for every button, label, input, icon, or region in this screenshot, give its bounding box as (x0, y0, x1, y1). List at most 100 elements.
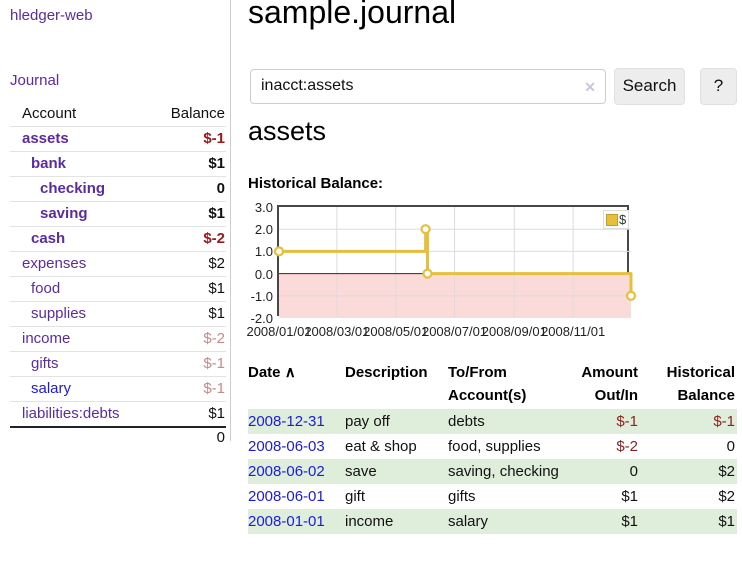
account-balance: $1 (153, 301, 226, 327)
sidebar-account-link[interactable]: income (22, 330, 71, 347)
transaction-balance: $2 (718, 463, 735, 480)
account-row: assets $-1 (10, 126, 226, 152)
account-balance: $-1 (153, 126, 226, 152)
transaction-date-link[interactable]: 2008-12-31 (248, 413, 325, 430)
app-title-link[interactable]: hledger-web (10, 7, 93, 24)
sidebar-account-link[interactable]: bank (31, 155, 67, 172)
sidebar-account-link[interactable]: saving (40, 205, 88, 222)
sidebar-account-link[interactable]: food (31, 280, 61, 297)
sidebar-total-balance: 0 (153, 426, 226, 447)
y-axis-tick-label: 3.0 (254, 200, 273, 215)
journal-nav-link[interactable]: Journal (10, 72, 60, 89)
account-balance: $-1 (153, 351, 226, 377)
account-row: gifts $-1 (10, 351, 226, 377)
transaction-amount: $-2 (616, 438, 638, 455)
account-column-header: Account (22, 105, 77, 122)
data-point-marker (420, 224, 431, 235)
x-axis-tick-label: 2008/09/01 (481, 324, 547, 339)
account-row: supplies $1 (10, 301, 226, 327)
main-content: sample.journal ✕ Search ? assets Histori… (246, 0, 742, 582)
x-axis-tick-label: 2008/11/01 (541, 324, 606, 339)
historical-balance-chart: 3.0 2.0 1.0 0.0 -1.0 -2.0 $ 2008/01/01 2008/03… (246, 201, 640, 340)
transaction-row: 2008-12-31 pay off debts $-1 $-1 (248, 409, 737, 434)
account-row: cash $-2 (10, 226, 226, 252)
sidebar-account-link[interactable]: salary (31, 380, 72, 397)
x-axis-tick-label: 2008/03/01 (304, 324, 370, 339)
sidebar-account-link[interactable]: checking (40, 180, 106, 197)
account-balance: 0 (153, 176, 226, 202)
transaction-row: 2008-06-02 save saving, checking 0 $2 (248, 459, 737, 484)
data-point-marker (273, 246, 285, 257)
transaction-description: gift (345, 488, 366, 505)
account-balance: $-2 (153, 226, 226, 252)
transaction-balance: 0 (726, 438, 735, 455)
sidebar-account-link[interactable]: expenses (22, 255, 87, 272)
account-row: checking 0 (10, 176, 226, 202)
page-title: sample.journal (248, 0, 457, 30)
balance-column-header: Historical Balance (666, 364, 735, 404)
transaction-date-link[interactable]: 2008-06-01 (248, 488, 325, 505)
account-section-title: assets (248, 116, 327, 146)
search-bar: ✕ Search ? (250, 67, 737, 105)
account-row: bank $1 (10, 151, 226, 177)
sidebar-account-link[interactable]: supplies (31, 305, 87, 322)
transactions-table: Date ∧ Description To/From Account(s) Am… (248, 359, 737, 534)
transaction-accounts: gifts (448, 488, 476, 505)
transaction-date-link[interactable]: 2008-06-03 (248, 438, 325, 455)
date-column-header[interactable]: Date ∧ (248, 364, 296, 381)
account-balance: $-1 (153, 376, 226, 402)
account-row: salary $-1 (10, 376, 226, 402)
transaction-description: eat & shop (345, 438, 417, 455)
x-axis-tick-label: 2008/01/01 (246, 324, 312, 339)
account-balance-table: Account Balance assets $-1 bank $1 checking 0… (10, 102, 226, 447)
data-point-marker (422, 268, 433, 279)
account-balance: $1 (153, 201, 226, 227)
sidebar-account-link[interactable]: liabilities:debts (22, 405, 120, 422)
transaction-accounts: salary (448, 513, 489, 530)
y-axis-tick-label: 2.0 (254, 222, 273, 238)
transaction-description: save (345, 463, 377, 480)
x-axis-tick-label: 2008/07/01 (421, 324, 488, 339)
transaction-description: income (345, 513, 394, 530)
chart-title: Historical Balance: (248, 175, 384, 192)
sidebar-account-link[interactable]: assets (22, 130, 69, 147)
y-axis-tick-label: -2.0 (250, 311, 273, 326)
search-input[interactable] (251, 69, 605, 103)
sidebar: hledger-web Journal Account Balance asse… (0, 0, 231, 447)
search-button[interactable]: Search (614, 67, 685, 105)
legend-label: $ (619, 212, 627, 227)
y-axis-tick-label: -1.0 (250, 288, 273, 304)
transaction-date-link[interactable]: 2008-01-01 (248, 513, 325, 530)
help-button[interactable]: ? (700, 67, 737, 105)
transaction-amount: $1 (621, 488, 638, 505)
transaction-accounts: debts (448, 413, 485, 430)
clear-search-icon[interactable]: ✕ (584, 78, 596, 95)
chart-legend: $ (603, 210, 630, 229)
y-axis-tick-label: 0.0 (254, 266, 273, 282)
transaction-row: 2008-06-03 eat & shop food, supplies $-2 0 (248, 434, 737, 459)
transaction-balance: $2 (718, 488, 735, 505)
sidebar-account-link[interactable]: cash (31, 230, 66, 247)
transaction-accounts: food, supplies (448, 438, 541, 455)
x-axis-tick-label: 2008/05/01 (363, 324, 429, 339)
amount-column-header: Amount Out/In (581, 364, 638, 404)
balance-column-header: Balance (170, 105, 225, 122)
account-balance: $2 (153, 251, 226, 277)
transaction-amount: $1 (621, 513, 638, 530)
transaction-amount: $-1 (616, 413, 638, 430)
transaction-balance: $1 (718, 513, 735, 530)
sidebar-account-link[interactable]: gifts (31, 355, 59, 372)
account-balance: $1 (153, 151, 226, 177)
search-box: ✕ (250, 68, 606, 104)
transaction-accounts: saving, checking (448, 463, 559, 480)
transaction-amount: 0 (629, 463, 638, 480)
transaction-description: pay off (345, 413, 390, 430)
chart-canvas (273, 207, 637, 318)
data-point-marker (625, 290, 637, 301)
transaction-balance: $-1 (713, 413, 735, 430)
account-row: saving $1 (10, 201, 226, 227)
account-row: liabilities:debts $1 (10, 401, 226, 427)
transaction-row: 2008-06-01 gift gifts $1 $2 (248, 484, 737, 509)
account-balance: $1 (153, 401, 226, 427)
transaction-date-link[interactable]: 2008-06-02 (248, 463, 325, 480)
